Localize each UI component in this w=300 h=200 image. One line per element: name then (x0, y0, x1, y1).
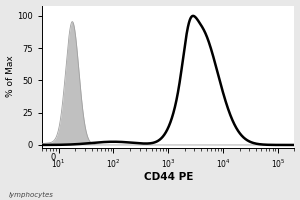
Y-axis label: % of Max: % of Max (6, 56, 15, 97)
Text: 0: 0 (51, 153, 56, 162)
X-axis label: CD44 PE: CD44 PE (144, 172, 193, 182)
Text: lymphocytes: lymphocytes (9, 192, 54, 198)
